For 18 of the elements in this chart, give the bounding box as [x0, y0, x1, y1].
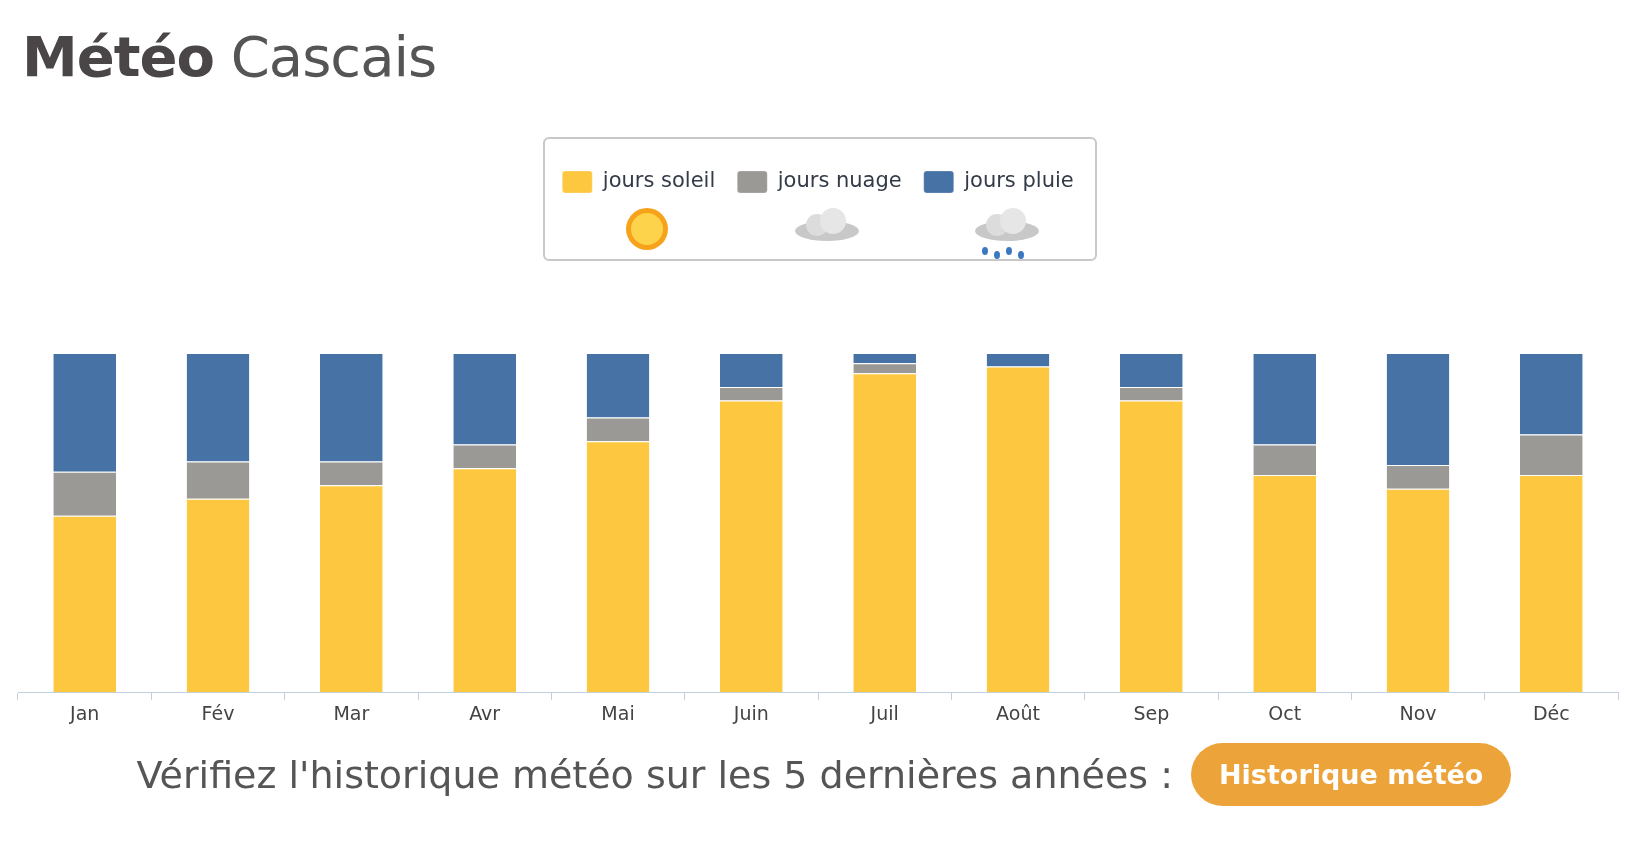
x-tick-label: Oct	[1268, 701, 1302, 724]
x-tick-label: Juin	[732, 701, 769, 724]
x-tick-label: Mar	[333, 701, 370, 724]
chart-title: Météo Cascais	[22, 24, 437, 89]
x-tick-label: Juil	[869, 701, 899, 724]
x-tick-label: Déc	[1532, 701, 1570, 724]
x-tick-label: Nov	[1399, 701, 1437, 724]
x-tick-label: Fév	[201, 701, 235, 724]
x-tick-label: Sep	[1133, 701, 1170, 724]
text: Historique météo	[1191, 743, 1512, 806]
x-tick-label: Août	[996, 701, 1040, 724]
text: Vérifiez l'historique météo sur les 5 dernières années :	[136, 752, 1173, 797]
legend-label: jours nuage	[776, 168, 902, 193]
x-tick-label: Jan	[69, 701, 100, 724]
legend-label: jours soleil	[601, 168, 716, 193]
x-tick-label: Mai	[601, 701, 635, 724]
legend-label: jours pluie	[963, 168, 1074, 193]
x-tick-label: Avr	[469, 701, 501, 724]
